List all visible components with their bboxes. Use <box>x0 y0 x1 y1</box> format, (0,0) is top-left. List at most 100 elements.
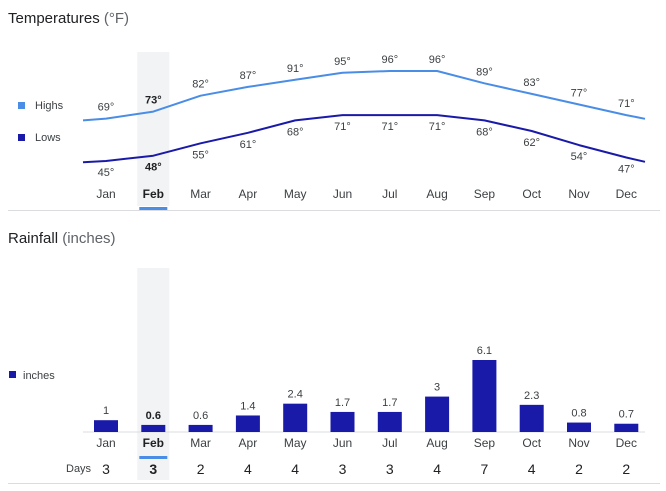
temp-month-label: May <box>284 187 307 201</box>
legend-swatch-inches <box>9 371 16 378</box>
rain-value-label: 0.6 <box>146 410 161 422</box>
temp-label-lows: 48° <box>145 162 162 174</box>
rain-bar <box>519 404 544 432</box>
temp-label-lows: 71° <box>429 121 446 133</box>
rain-month-label: Jan <box>96 436 115 450</box>
temp-label-lows: 68° <box>476 126 493 138</box>
legend-label-highs: Highs <box>35 100 64 112</box>
rain-value-label: 3 <box>434 382 440 394</box>
legend-swatch-highs <box>18 102 25 109</box>
temp-label-lows: 68° <box>287 126 304 138</box>
temp-month-label: Jun <box>333 187 352 201</box>
rain-bar <box>377 411 402 432</box>
rain-bar <box>94 420 118 432</box>
temp-month-label: Jul <box>382 187 397 201</box>
rain-month-label: Dec <box>616 436 637 450</box>
rainfall-title: Rainfall (inches) <box>8 230 116 247</box>
temp-month-label: Oct <box>522 187 541 201</box>
rain-value-label: 0.8 <box>571 408 586 420</box>
selected-month-highlight-temps <box>137 52 170 206</box>
temp-month-label: Sep <box>474 187 496 201</box>
rain-bar <box>614 423 639 432</box>
temp-label-highs: 96° <box>381 54 398 66</box>
rain-bar <box>472 360 497 432</box>
rain-month-label: Apr <box>239 436 258 450</box>
rain-value-label: 0.7 <box>619 409 634 421</box>
temp-label-highs: 87° <box>240 70 257 82</box>
rain-month-label: Aug <box>426 436 447 450</box>
legend-label-lows: Lows <box>35 132 61 144</box>
temp-month-label: Apr <box>239 187 258 201</box>
rainfall-title-text: Rainfall <box>8 230 59 247</box>
legend-swatch-lows <box>18 134 25 141</box>
rain-value-label: 1 <box>103 405 109 417</box>
temp-label-lows: 71° <box>381 121 398 133</box>
legend-label-inches: inches <box>23 370 55 382</box>
temp-label-highs: 83° <box>523 77 540 89</box>
rain-value-label: 6.1 <box>477 345 492 357</box>
rain-month-label: Sep <box>474 436 496 450</box>
temp-month-label: Dec <box>616 187 637 201</box>
temp-label-highs: 69° <box>98 102 115 114</box>
rain-days-value: 4 <box>291 461 299 477</box>
rain-days-value: 4 <box>433 461 441 477</box>
days-row-label: Days <box>66 463 92 475</box>
temp-label-lows: 61° <box>240 139 257 151</box>
bottom-divider <box>8 483 660 484</box>
temperatures-title: Temperatures (°F) <box>8 10 129 27</box>
rain-bar <box>425 396 450 432</box>
rain-value-label: 1.7 <box>335 397 350 409</box>
temp-label-highs: 91° <box>287 63 304 75</box>
rain-days-value: 2 <box>622 461 630 477</box>
selected-month-highlight-rain <box>137 268 170 480</box>
rainfall-unit: (inches) <box>62 230 116 247</box>
temp-label-highs: 73° <box>145 95 162 107</box>
rain-days-value: 3 <box>149 461 157 477</box>
temp-month-label: Aug <box>426 187 447 201</box>
temp-label-lows: 47° <box>618 163 635 175</box>
rain-days-value: 2 <box>197 461 205 477</box>
temp-line-lows <box>82 114 646 164</box>
temp-line-highs <box>82 70 646 122</box>
temp-month-label: Jan <box>96 187 115 201</box>
temp-label-highs: 71° <box>618 98 635 110</box>
temp-month-label: Feb <box>143 187 164 201</box>
temperatures-unit: (°F) <box>103 10 130 27</box>
rain-month-label: May <box>284 436 307 450</box>
rain-bar <box>235 415 260 432</box>
temp-label-highs: 82° <box>192 79 209 91</box>
rain-days-value: 2 <box>575 461 583 477</box>
rain-days-value: 3 <box>102 461 110 477</box>
selected-month-indicator-rain <box>139 456 168 459</box>
rain-bar <box>283 403 308 432</box>
rain-month-label: Oct <box>522 436 541 450</box>
selected-month-indicator-temps <box>139 207 168 210</box>
rain-month-label: Jun <box>333 436 352 450</box>
rain-value-label: 0.6 <box>193 410 208 422</box>
temp-label-highs: 89° <box>476 66 493 78</box>
rain-value-label: 2.3 <box>524 390 539 402</box>
temp-label-lows: 62° <box>523 137 540 149</box>
rain-bar <box>188 424 213 432</box>
rain-days-value: 4 <box>528 461 536 477</box>
rain-month-label: Nov <box>568 436 589 450</box>
rain-days-value: 3 <box>339 461 347 477</box>
temp-label-lows: 55° <box>192 149 209 161</box>
temp-label-lows: 54° <box>571 151 588 163</box>
rain-bar <box>141 424 166 432</box>
temp-label-highs: 96° <box>429 54 446 66</box>
temperatures-title-text: Temperatures <box>8 10 100 27</box>
rain-month-label: Feb <box>143 436 164 450</box>
rain-value-label: 1.4 <box>240 400 255 412</box>
rain-days-value: 3 <box>386 461 394 477</box>
temp-label-highs: 77° <box>571 88 588 100</box>
rain-bar <box>330 411 355 432</box>
rain-value-label: 2.4 <box>288 389 303 401</box>
temp-label-lows: 45° <box>98 167 115 179</box>
rain-days-value: 7 <box>481 461 489 477</box>
temp-label-highs: 95° <box>334 56 351 68</box>
temp-label-lows: 71° <box>334 121 351 133</box>
temp-month-label: Mar <box>190 187 211 201</box>
section-divider <box>8 210 660 211</box>
